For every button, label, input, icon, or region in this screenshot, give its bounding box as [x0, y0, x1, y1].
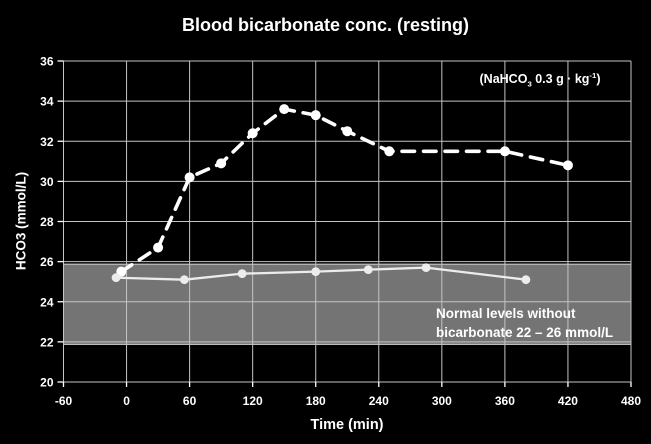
svg-text:120: 120	[243, 394, 263, 408]
dose-annotation-subscript: 3	[527, 79, 532, 89]
data-point	[311, 267, 321, 277]
svg-text:20: 20	[40, 376, 54, 390]
data-point	[216, 158, 227, 169]
series-dashed-line	[116, 104, 573, 277]
series-solid-line	[111, 263, 531, 285]
tick-marks	[57, 60, 632, 387]
svg-text:36: 36	[40, 55, 54, 69]
data-point	[342, 126, 353, 137]
data-point	[153, 242, 164, 253]
svg-text:420: 420	[558, 394, 578, 408]
dose-annotation: (NaHCO3 0.3 g · kg-1)	[462, 71, 618, 89]
data-point	[363, 265, 373, 275]
dose-annotation-superscript: -1	[589, 71, 597, 80]
normal-range-label-line1: Normal levels without	[436, 306, 576, 321]
dose-annotation-mid: 0.3 g · kg	[531, 72, 590, 87]
svg-text:26: 26	[40, 255, 54, 269]
data-point	[521, 275, 531, 285]
data-point	[184, 172, 195, 183]
data-point	[499, 146, 510, 157]
data-point	[310, 110, 321, 121]
y-axis-title: HCO3 (mmol/L)	[13, 171, 29, 271]
svg-text:480: 480	[621, 394, 641, 408]
svg-text:180: 180	[306, 394, 326, 408]
svg-text:24: 24	[40, 295, 54, 309]
x-axis-title: Time (min)	[310, 417, 384, 433]
svg-text:22: 22	[40, 335, 54, 349]
data-point	[111, 273, 121, 283]
normal-range-label-line2: bicarbonate 22 – 26 mmol/L	[436, 325, 614, 340]
svg-text:60: 60	[183, 394, 197, 408]
svg-text:300: 300	[432, 394, 452, 408]
svg-text:0: 0	[123, 394, 130, 408]
data-point	[384, 146, 395, 157]
svg-text:360: 360	[495, 394, 515, 408]
svg-text:28: 28	[40, 215, 54, 229]
svg-text:32: 32	[40, 135, 54, 149]
dose-annotation-suffix: )	[596, 72, 601, 87]
normal-range-label: Normal levels without bicarbonate 22 – 2…	[436, 304, 613, 342]
svg-text:-60: -60	[55, 394, 73, 408]
chart-title: Blood bicarbonate conc. (resting)	[181, 15, 470, 35]
x-tick-labels: -60 0 60 120 180 240 300 360 420 480	[55, 394, 642, 408]
y-tick-labels: 20 22 24 26 28 30 32 34 36	[40, 55, 54, 390]
svg-text:240: 240	[369, 394, 389, 408]
data-point	[179, 275, 189, 285]
svg-text:30: 30	[40, 175, 54, 189]
data-point	[562, 160, 573, 171]
data-point	[247, 128, 258, 139]
dose-annotation-prefix: (NaHCO	[479, 72, 528, 87]
data-point	[421, 263, 431, 273]
data-point	[116, 266, 127, 277]
svg-text:34: 34	[40, 95, 54, 109]
data-point	[237, 269, 247, 279]
data-point	[279, 104, 290, 115]
